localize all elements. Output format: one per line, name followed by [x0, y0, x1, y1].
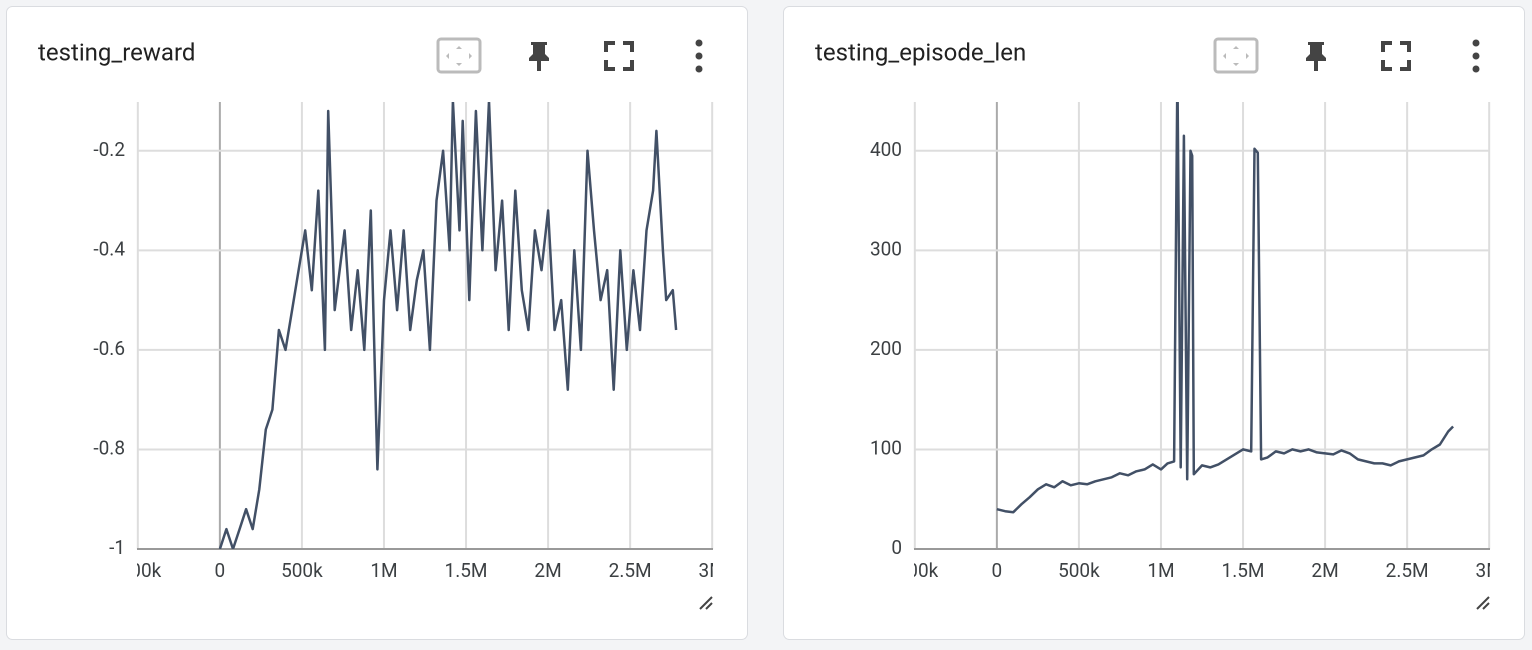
fit-domain-button[interactable] — [436, 37, 482, 74]
y-tick-label: -0.6 — [93, 337, 125, 360]
fullscreen-button[interactable] — [604, 41, 634, 71]
x-tick-label: 0 — [215, 559, 226, 582]
pin-button[interactable] — [529, 42, 549, 71]
x-tick-labels: -500k 0 500k 1M 1.5M 2M 2.5M 3M — [891, 559, 1503, 582]
fit-domain-button[interactable] — [1213, 37, 1259, 74]
y-tick-label: -1 — [109, 536, 125, 559]
x-tick-label: -500k — [891, 559, 938, 582]
x-tick-labels: -500k 0 500k 1M 1.5M 2M 2.5M 3M — [114, 559, 726, 582]
y-tick-label: 300 — [870, 237, 902, 260]
x-tick-label: 1M — [1147, 559, 1174, 582]
x-tick-label: 2M — [534, 559, 561, 582]
x-tick-label: 500k — [1058, 559, 1100, 582]
chart-title: testing_episode_len — [815, 38, 1026, 66]
data-line — [996, 102, 1454, 514]
x-tick-label: 2.5M — [1386, 559, 1429, 582]
y-tick-label: 100 — [870, 436, 902, 459]
card: testing_reward — [6, 6, 748, 640]
y-tick-label: 400 — [870, 138, 902, 161]
y-tick-label: 0 — [891, 536, 902, 559]
plot — [218, 102, 678, 549]
data-line — [218, 102, 678, 549]
x-tick-label: 0 — [992, 559, 1003, 582]
x-tick-label: 3M — [699, 559, 726, 582]
card-bg — [6, 6, 748, 640]
card: testing_episode_len — [783, 6, 1525, 640]
x-tick-label: 1.5M — [445, 559, 488, 582]
resize-handle[interactable] — [699, 596, 713, 610]
x-tick-label: 2M — [1311, 559, 1338, 582]
plot — [996, 102, 1454, 514]
resize-handle[interactable] — [1476, 596, 1490, 610]
x-tick-label: 3M — [1476, 559, 1503, 582]
fullscreen-button[interactable] — [1381, 41, 1411, 71]
x-tick-label: 2.5M — [609, 559, 652, 582]
y-tick-label: -0.4 — [93, 237, 125, 260]
menu-button[interactable] — [1472, 39, 1480, 73]
y-tick-label: -0.8 — [93, 436, 125, 459]
x-tick-label: 1.5M — [1222, 559, 1265, 582]
y-tick-label: -0.2 — [93, 138, 125, 161]
menu-button[interactable] — [695, 39, 703, 73]
chart-title: testing_reward — [38, 38, 195, 66]
x-tick-label: 1M — [370, 559, 397, 582]
y-tick-label: 200 — [870, 337, 902, 360]
x-tick-label: 500k — [281, 559, 323, 582]
x-tick-label: -500k — [114, 559, 161, 582]
pin-button[interactable] — [1306, 42, 1326, 71]
card-bg — [783, 6, 1525, 640]
